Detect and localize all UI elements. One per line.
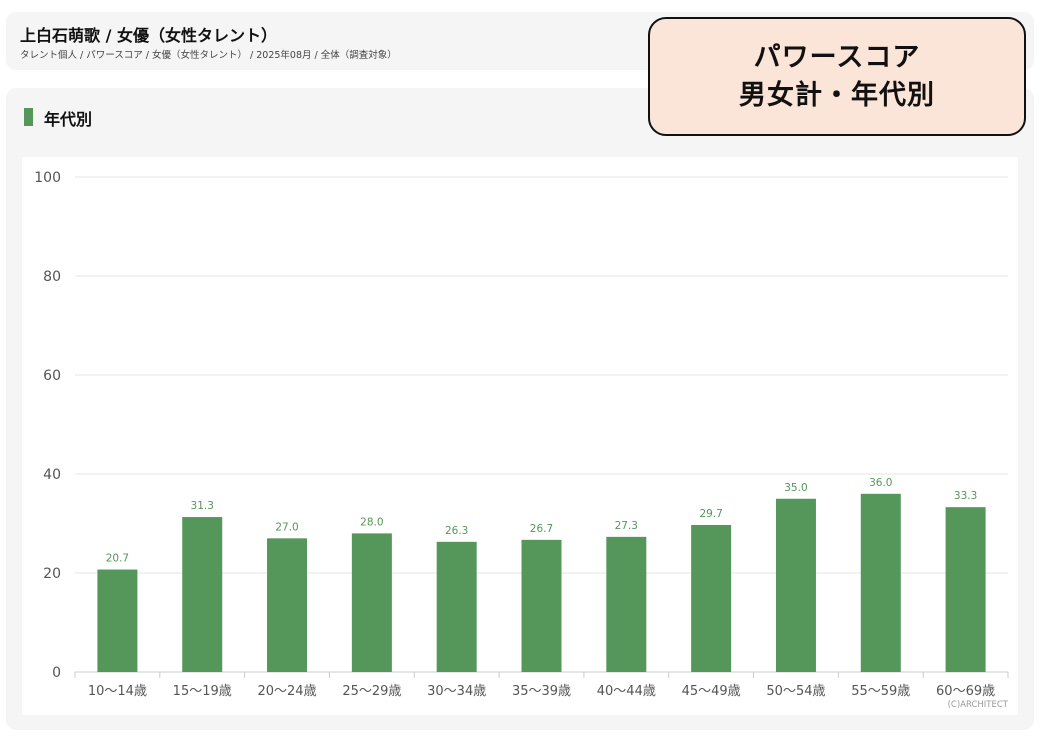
x-tick-label: 55〜59歳 <box>851 684 910 699</box>
page-title: 上白石萌歌 / 女優（女性タレント） <box>20 26 277 45</box>
bar <box>351 533 392 672</box>
bar <box>775 498 816 672</box>
y-tick-label: 0 <box>52 665 61 681</box>
x-tick-label: 45〜49歳 <box>682 684 741 699</box>
overlay-caption-line-2: 男女計・年代別 <box>739 79 935 111</box>
bar-value-label: 35.0 <box>784 482 807 494</box>
bar-value-label: 36.0 <box>869 477 892 489</box>
section-title: 年代別 <box>44 110 93 129</box>
x-tick-label: 20〜24歳 <box>257 684 316 699</box>
bar-value-label: 28.0 <box>360 516 383 528</box>
bar <box>182 517 223 672</box>
y-tick-label: 40 <box>43 467 61 483</box>
x-tick-label: 10〜14歳 <box>88 684 147 699</box>
bar <box>521 539 562 672</box>
x-tick-label: 35〜39歳 <box>512 684 571 699</box>
bar <box>267 538 308 672</box>
breadcrumb: タレント個人 / パワースコア / 女優（女性タレント） / 2025年08月 … <box>20 50 397 61</box>
x-tick-label: 25〜29歳 <box>342 684 401 699</box>
y-tick-label: 80 <box>43 269 61 285</box>
bar <box>860 493 901 672</box>
bar <box>691 524 732 672</box>
bar-value-label: 27.3 <box>615 520 638 532</box>
x-tick-label: 15〜19歳 <box>173 684 232 699</box>
bar-value-label: 20.7 <box>106 553 129 565</box>
x-tick-label: 30〜34歳 <box>427 684 486 699</box>
y-tick-label: 100 <box>34 170 61 186</box>
bar <box>436 541 477 672</box>
bar-value-label: 26.3 <box>445 525 468 537</box>
bar <box>97 569 138 672</box>
copyright-text: (C)ARCHITECT <box>947 700 1008 710</box>
section-marker <box>24 108 33 126</box>
x-tick-label: 40〜44歳 <box>597 684 656 699</box>
bar-value-label: 27.0 <box>275 521 298 533</box>
bar-value-label: 33.3 <box>954 490 977 502</box>
bar-value-label: 26.7 <box>530 523 553 535</box>
bar-value-label: 29.7 <box>699 508 722 520</box>
y-tick-label: 60 <box>43 368 61 384</box>
overlay-caption-box: パワースコア 男女計・年代別 <box>648 17 1026 136</box>
overlay-caption-line-1: パワースコア <box>753 41 921 73</box>
bar <box>945 507 986 672</box>
bar <box>606 536 647 672</box>
x-tick-label: 60〜69歳 <box>936 684 995 699</box>
bar-value-label: 31.3 <box>191 500 214 512</box>
y-tick-label: 20 <box>43 566 61 582</box>
x-tick-label: 50〜54歳 <box>766 684 825 699</box>
